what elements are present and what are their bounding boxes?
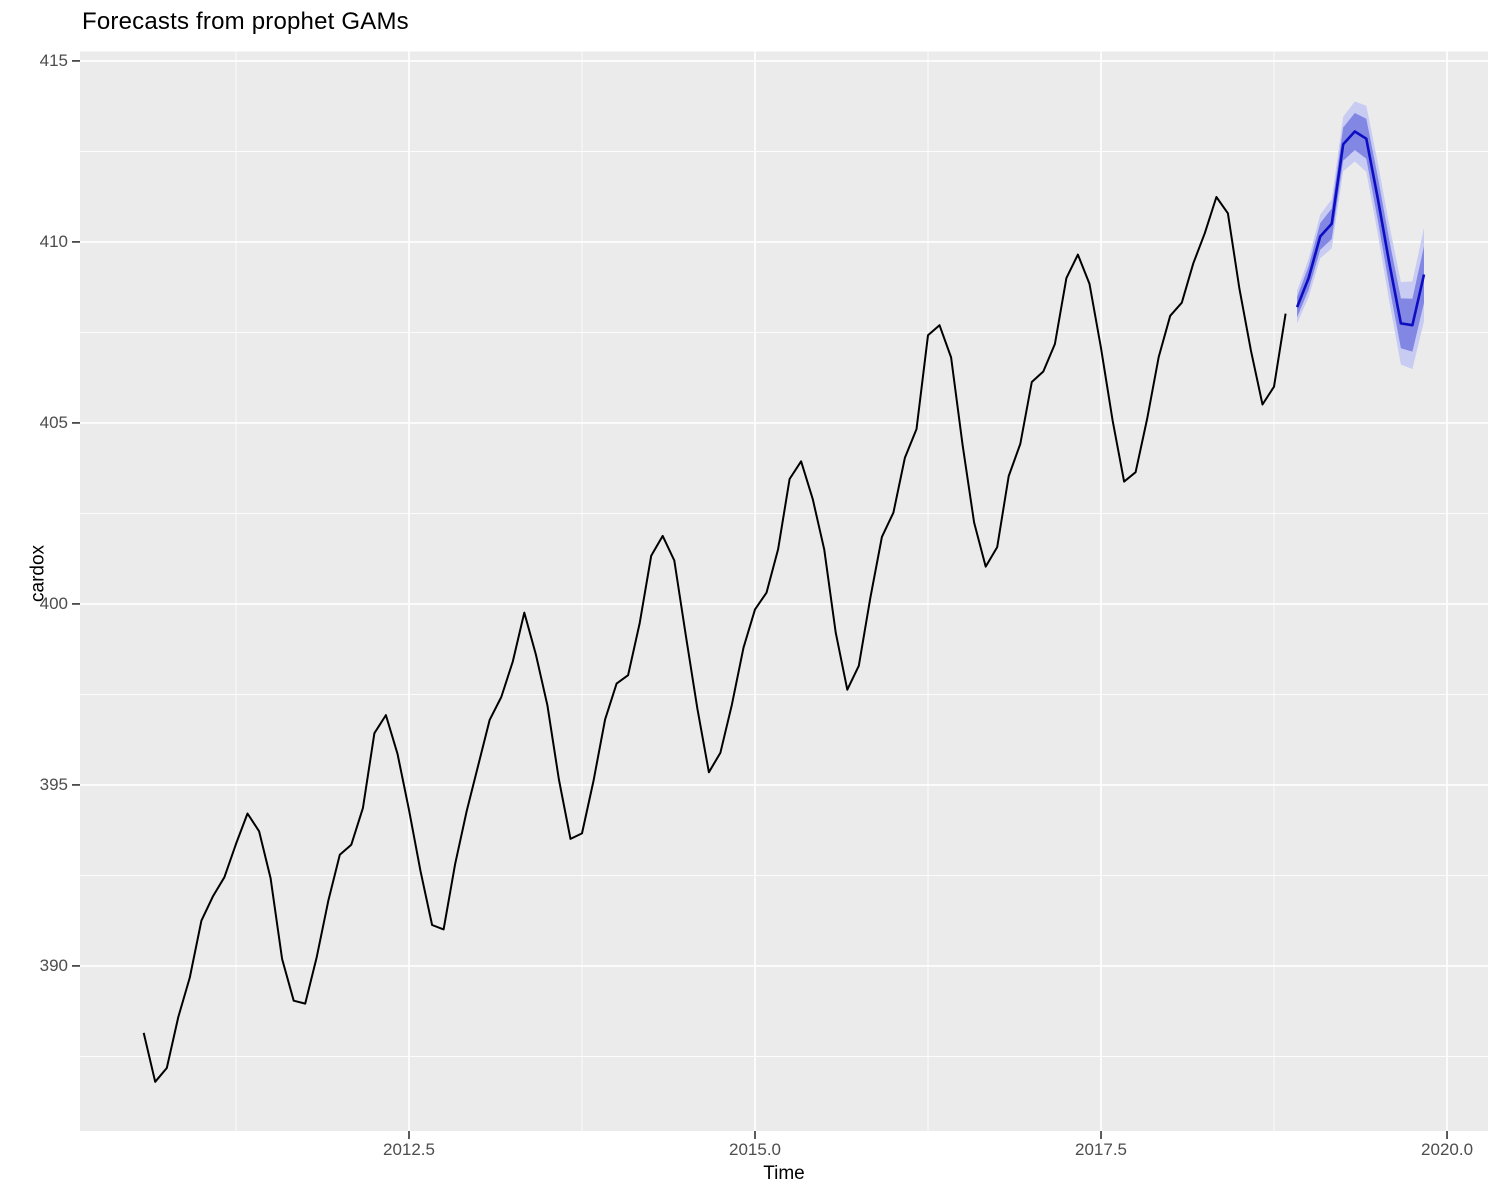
- x-axis-tick-label: 2020.0: [1421, 1140, 1474, 1159]
- x-axis-tick-label: 2012.5: [382, 1140, 435, 1159]
- y-axis-tick-label: 390: [39, 955, 68, 975]
- x-axis-title: Time: [763, 1163, 805, 1184]
- history-line: [142, 196, 1287, 1083]
- y-axis-tick-label: 400: [39, 593, 68, 613]
- chart-title: Forecasts from prophet GAMs: [82, 8, 409, 35]
- forecast-ribbon-80: [1297, 113, 1424, 352]
- y-axis-tick-label: 415: [39, 50, 68, 70]
- x-axis-tick-label: 2015.0: [729, 1140, 781, 1159]
- y-axis-tick-label: 405: [39, 412, 68, 432]
- panel-background: [80, 51, 1488, 1131]
- y-axis-title: cardox: [27, 545, 49, 603]
- x-axis-tick-label: 2017.5: [1075, 1140, 1128, 1159]
- y-axis-tick-label: 410: [39, 231, 68, 251]
- forecast-line: [1295, 130, 1426, 327]
- y-axis-tick-label: 395: [39, 774, 68, 794]
